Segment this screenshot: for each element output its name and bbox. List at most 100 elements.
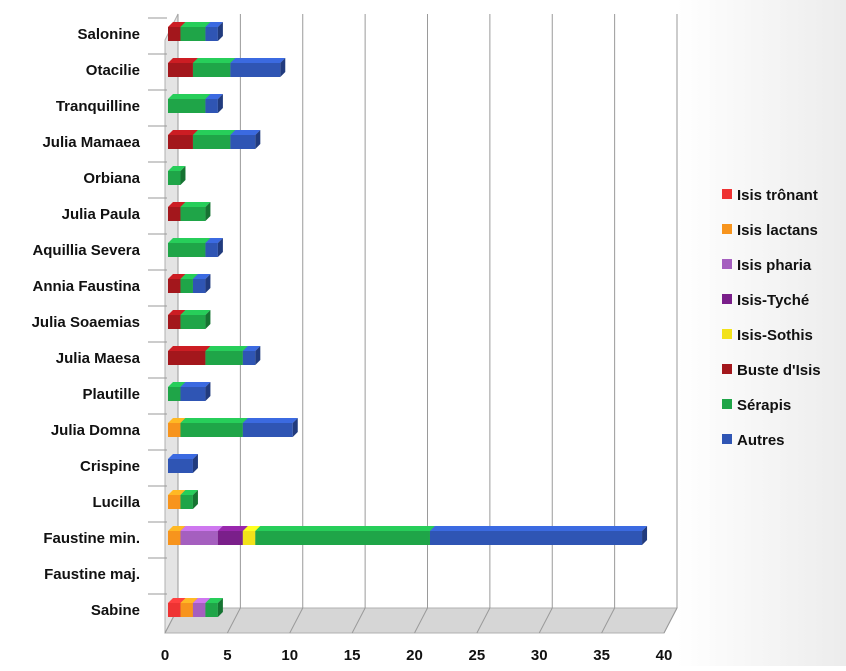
bar-side-face [205, 202, 211, 221]
legend-item-autres: Autres [722, 432, 785, 449]
bar-side-face [192, 490, 198, 509]
bar-top-face [168, 58, 198, 63]
bar-front-face [242, 351, 256, 365]
bar-front-face [168, 531, 181, 545]
bar-front-face [205, 603, 218, 617]
bar-front-face [192, 603, 206, 617]
bar-top-face [192, 598, 211, 603]
gridline-floor-5 [226, 607, 241, 634]
bar-front-face [168, 27, 181, 41]
bar-front-face [180, 279, 193, 293]
bar-row-aquillia-severa [168, 238, 223, 257]
bar-row-lucilla [168, 490, 198, 509]
bar-front-face [168, 351, 206, 365]
bar-front-face [180, 495, 193, 509]
category-label-julia-soaemias: Julia Soaemias [32, 314, 140, 331]
bar-front-face [230, 63, 281, 77]
legend-label: Isis-Sothis [737, 327, 813, 344]
bar-orbiana-serapis [168, 166, 186, 185]
bar-side-face [217, 94, 223, 113]
bar-front-face [192, 63, 231, 77]
bar-top-face [180, 202, 211, 207]
category-label-tranquilline: Tranquilline [56, 98, 140, 115]
bar-row-julia-mamaea [168, 130, 261, 149]
bar-front-face [230, 135, 256, 149]
bar-row-crispine [168, 454, 198, 473]
category-label-faustine-min: Faustine min. [43, 530, 140, 547]
bar-front-face [255, 531, 430, 545]
legend-swatch [722, 294, 732, 304]
bar-side-face [255, 346, 261, 365]
x-tick-label: 35 [593, 647, 610, 664]
bar-front-face [168, 387, 181, 401]
bar-top-face [192, 130, 236, 135]
bar-aquillia-severa-serapis [168, 238, 211, 257]
bar-front-face [217, 531, 243, 545]
bar-sabine-serapis [205, 598, 223, 617]
bar-otacilie-serapis [192, 58, 236, 77]
bar-julia-maesa-serapis [205, 346, 248, 365]
bar-front-face [429, 531, 643, 545]
category-label-julia-paula: Julia Paula [62, 206, 141, 223]
category-label-annia-faustina: Annia Faustina [32, 278, 140, 295]
bar-annia-faustina-autres [192, 274, 211, 293]
bar-row-faustine-min [168, 526, 648, 545]
x-tick-label: 20 [406, 647, 423, 664]
bar-tranquilline-autres [205, 94, 223, 113]
bar-top-face [168, 310, 186, 315]
bar-otacilie-autres [230, 58, 286, 77]
legend: Isis trônant Isis lactans Isis pharia Isis-… [722, 187, 821, 449]
bars-group [168, 22, 648, 617]
bar-top-face [168, 238, 211, 243]
legend-swatch [722, 329, 732, 339]
bar-side-face [280, 58, 286, 77]
bar-side-face [255, 130, 261, 149]
x-tick-label: 10 [281, 647, 298, 664]
bar-top-face [242, 418, 298, 423]
bar-row-salonine [168, 22, 223, 41]
bar-side-face [205, 274, 211, 293]
legend-label: Isis trônant [737, 187, 818, 204]
bar-front-face [205, 243, 218, 257]
bar-julia-mamaea-autres [230, 130, 261, 149]
bar-salonine-autres [205, 22, 223, 41]
bar-front-face [168, 495, 181, 509]
bar-side-face [217, 22, 223, 41]
category-label-lucilla: Lucilla [92, 494, 140, 511]
bar-front-face [242, 531, 256, 545]
bar-front-face [180, 207, 206, 221]
gridline-floor-40 [663, 607, 678, 634]
category-label-faustine-maj: Faustine maj. [44, 566, 140, 583]
bar-top-face [429, 526, 648, 531]
bar-front-face [192, 135, 231, 149]
gridline-floor-20 [414, 607, 428, 634]
bar-top-face [205, 598, 223, 603]
category-label-aquillia-severa: Aquillia Severa [32, 242, 140, 259]
bar-faustine-min-autres [429, 526, 648, 545]
bar-aquillia-severa-autres [205, 238, 223, 257]
x-tick-labels: 0 5 10 15 20 25 30 35 40 [161, 647, 673, 664]
bar-top-face [168, 346, 211, 351]
bar-top-face [180, 418, 248, 423]
bar-side-face [292, 418, 298, 437]
legend-label: Buste d'Isis [737, 362, 821, 379]
bar-top-face [168, 202, 186, 207]
bar-top-face [255, 526, 435, 531]
bar-top-face [168, 94, 211, 99]
bar-top-face [168, 274, 186, 279]
bar-top-face [168, 22, 186, 27]
legend-item-serapis: Sérapis [722, 397, 791, 414]
bar-side-face [217, 598, 223, 617]
bar-top-face [168, 454, 198, 459]
grid-lines [148, 14, 678, 634]
bar-front-face [168, 243, 206, 257]
bar-front-face [168, 603, 181, 617]
bar-front-face [180, 27, 206, 41]
category-labels: Sabine Faustine maj. Faustine min. Lucilla C… [32, 26, 141, 619]
bar-top-face [168, 418, 186, 423]
category-label-orbiana: Orbiana [83, 170, 140, 187]
bar-row-tranquilline [168, 94, 223, 113]
bar-row-julia-domna [168, 418, 298, 437]
